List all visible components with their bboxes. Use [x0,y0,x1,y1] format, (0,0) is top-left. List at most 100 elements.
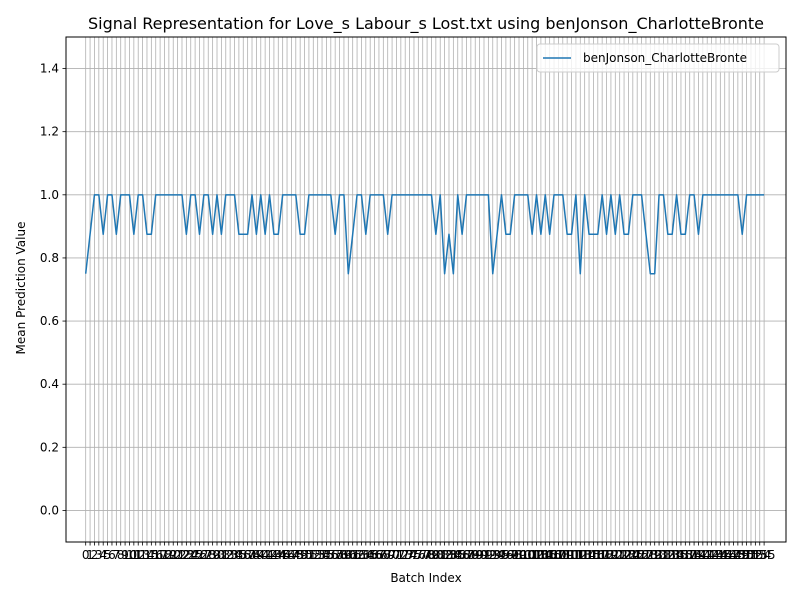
y-tick-label: 0.0 [40,503,59,517]
x-tick-label: 30 [209,548,224,562]
x-tick-label: 119 [595,548,618,562]
chart-title: Signal Representation for Love_s Labour_… [88,14,764,34]
x-tick-label: 27 [196,548,211,562]
y-grid [66,68,786,511]
x-tick-label: 56 [323,548,338,562]
x-tick-label: 107 [543,548,566,562]
x-tick-label: 69 [380,548,395,562]
x-tick-label: 35 [231,548,246,562]
x-tick-label: 25 [187,548,202,562]
x-tick-label: 134 [661,548,684,562]
x-tick-label: 32 [218,548,233,562]
x-tick-label: 3 [95,548,103,562]
x-tick-label: 94 [489,548,504,562]
x-tick-label: 21 [170,548,185,562]
x-tick-label: 155 [753,548,776,562]
x-tick-label: 15 [144,548,159,562]
x-tick-label: 141 [691,548,714,562]
x-tick-label: 132 [652,548,675,562]
x-tick-label: 52 [306,548,321,562]
x-axis: 0123456789101112131415161718192021222324… [82,542,776,562]
x-tick-label: 124 [617,548,640,562]
x-tick-label: 74 [402,548,417,562]
y-axis-label: Mean Prediction Value [14,222,28,355]
legend-box [536,43,780,73]
x-tick-label: 4 [99,548,107,562]
x-tick-label: 66 [367,548,382,562]
x-tick-label: 14 [139,548,154,562]
x-tick-label: 83 [441,548,456,562]
x-tick-label: 70 [384,548,399,562]
x-tick-label: 136 [670,548,693,562]
x-tick-label: 101 [516,548,539,562]
x-tick-label: 140 [687,548,710,562]
x-tick-label: 26 [192,548,207,562]
x-tick-label: 54 [314,548,329,562]
x-tick-label: 65 [363,548,378,562]
x-tick-label: 18 [157,548,172,562]
x-tick-label: 12 [131,548,146,562]
x-tick-label: 120 [599,548,622,562]
x-tick-label: 130 [643,548,666,562]
x-tick-label: 47 [284,548,299,562]
x-tick-label: 112 [564,548,587,562]
x-tick-label: 64 [358,548,373,562]
x-tick-label: 126 [626,548,649,562]
x-tick-label: 24 [183,548,198,562]
x-tick-label: 8 [117,548,125,562]
x-tick-label: 98 [507,548,522,562]
x-tick-label: 13 [135,548,150,562]
x-tick-label: 143 [700,548,723,562]
x-tick-label: 128 [634,548,657,562]
x-tick-label: 37 [240,548,255,562]
x-tick-label: 92 [481,548,496,562]
x-tick-label: 90 [472,548,487,562]
x-tick-label: 93 [485,548,500,562]
x-tick-label: 96 [498,548,513,562]
x-tick-label: 7 [113,548,121,562]
legend: benJonson_CharlotteBronte [536,43,780,73]
x-tick-label: 118 [591,548,614,562]
x-tick-label: 80 [428,548,443,562]
x-tick-label: 57 [328,548,343,562]
x-tick-label: 109 [551,548,574,562]
x-tick-label: 68 [376,548,391,562]
x-tick-label: 41 [258,548,273,562]
x-tick-label: 29 [205,548,220,562]
x-tick-label: 67 [371,548,386,562]
x-tick-label: 145 [709,548,732,562]
x-tick-label: 17 [152,548,167,562]
x-tick-label: 45 [275,548,290,562]
x-tick-label: 16 [148,548,163,562]
x-tick-label: 108 [547,548,570,562]
y-tick-label: 1.4 [40,62,59,76]
x-tick-label: 137 [674,548,697,562]
x-tick-label: 148 [722,548,745,562]
x-tick-label: 0 [82,548,90,562]
x-tick-label: 46 [279,548,294,562]
x-tick-label: 142 [696,548,719,562]
x-tick-label: 63 [354,548,369,562]
x-tick-label: 48 [288,548,303,562]
x-tick-label: 102 [521,548,544,562]
x-tick-label: 10 [122,548,137,562]
x-tick-label: 105 [534,548,557,562]
x-tick-label: 99 [511,548,526,562]
x-tick-label: 1 [86,548,94,562]
x-tick-label: 153 [744,548,767,562]
x-tick-label: 6 [108,548,116,562]
x-tick-label: 129 [639,548,662,562]
x-tick-label: 85 [450,548,465,562]
x-tick-label: 127 [630,548,653,562]
x-tick-label: 125 [621,548,644,562]
x-tick-label: 86 [454,548,469,562]
x-tick-label: 62 [349,548,364,562]
x-tick-label: 72 [393,548,408,562]
x-tick-label: 91 [476,548,491,562]
x-tick-label: 117 [586,548,609,562]
x-tick-label: 146 [713,548,736,562]
x-tick-label: 36 [236,548,251,562]
x-tick-label: 87 [459,548,474,562]
x-tick-label: 152 [740,548,763,562]
